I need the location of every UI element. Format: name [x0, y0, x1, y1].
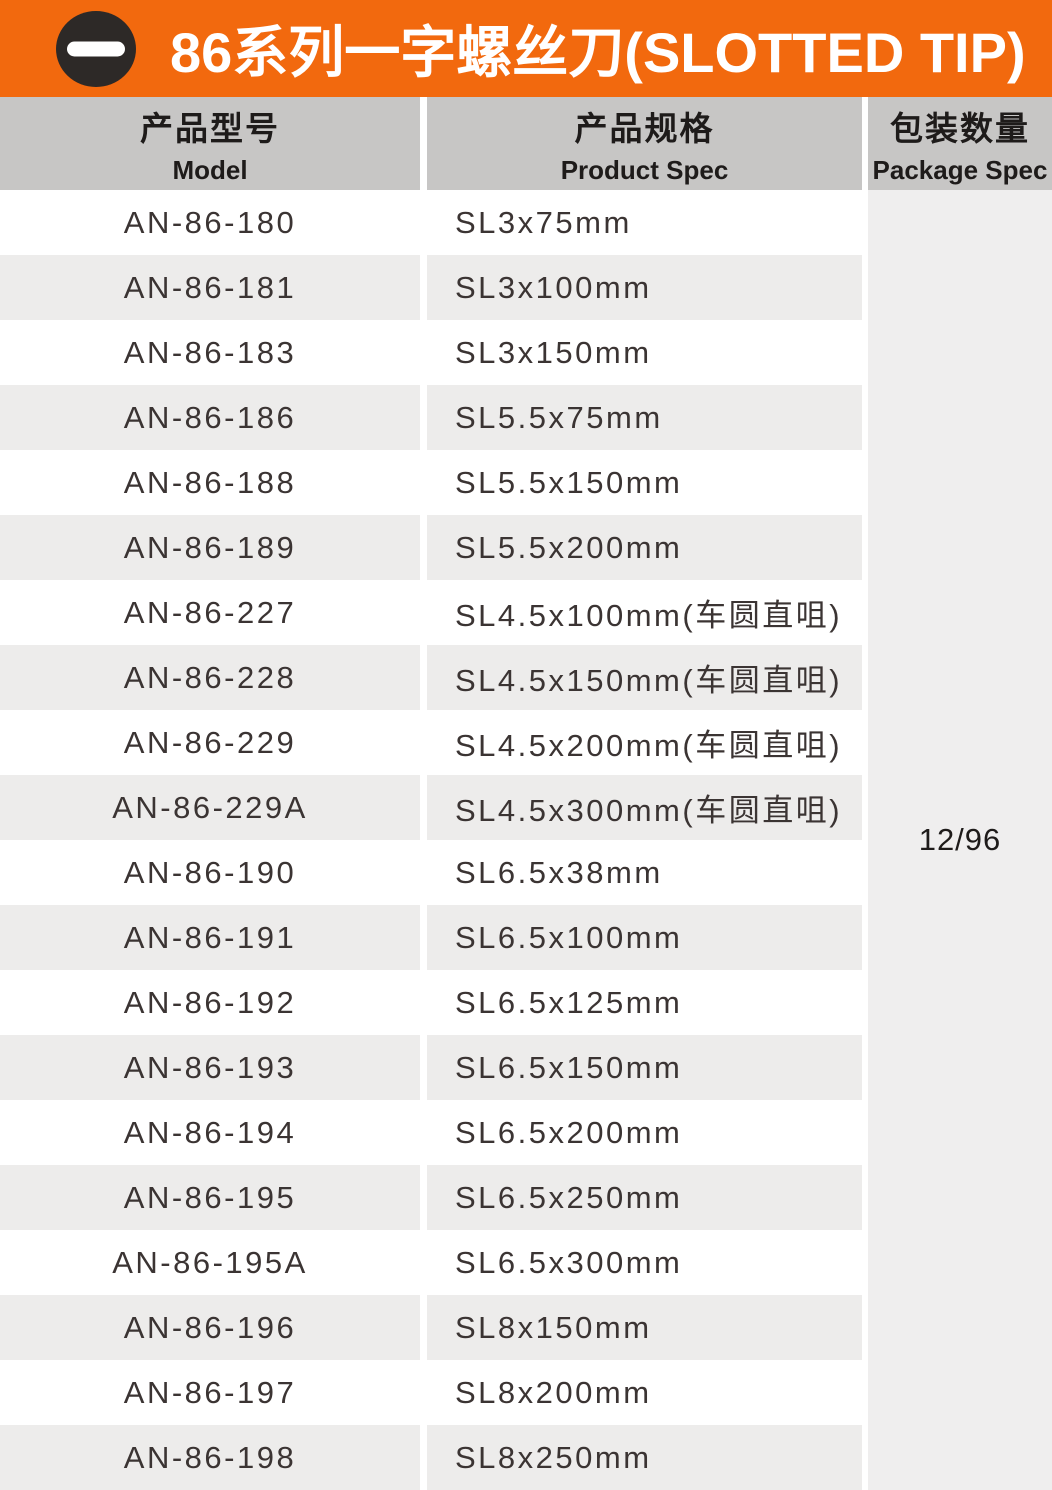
- spec-cell: SL4.5x300mm(车圆直咀): [427, 775, 862, 840]
- column-header-package: 包装数量 Package Spec: [868, 97, 1052, 190]
- spec-cell: SL4.5x100mm(车圆直咀): [427, 580, 862, 645]
- page-header: 86系列一字螺丝刀(SLOTTED TIP): [0, 0, 1052, 97]
- spec-cell: SL6.5x200mm: [427, 1100, 862, 1165]
- page-title: 86系列一字螺丝刀(SLOTTED TIP): [170, 21, 1026, 84]
- model-cell: AN-86-192: [0, 970, 420, 1035]
- spec-cell: SL3x75mm: [427, 190, 862, 255]
- spec-cell: SL6.5x125mm: [427, 970, 862, 1035]
- package-spec-cell: 12/96: [868, 190, 1052, 1490]
- spec-cell: SL5.5x150mm: [427, 450, 862, 515]
- model-cell: AN-86-196: [0, 1295, 420, 1360]
- spec-cell: SL6.5x250mm: [427, 1165, 862, 1230]
- model-cell: AN-86-180: [0, 190, 420, 255]
- model-cell: AN-86-195A: [0, 1230, 420, 1295]
- column-header-model: 产品型号 Model: [0, 97, 420, 190]
- model-cell: AN-86-198: [0, 1425, 420, 1490]
- model-cell: AN-86-229A: [0, 775, 420, 840]
- model-cell: AN-86-194: [0, 1100, 420, 1165]
- model-cell: AN-86-188: [0, 450, 420, 515]
- slot-bar: [67, 41, 125, 56]
- column-header-package-zh: 包装数量: [890, 109, 1030, 147]
- column-header-spec-zh: 产品规格: [574, 109, 715, 147]
- spec-cell: SL8x250mm: [427, 1425, 862, 1490]
- model-cell: AN-86-227: [0, 580, 420, 645]
- product-table: 产品型号 Model 产品规格 Product Spec 包装数量 Packag…: [0, 97, 1052, 1490]
- spec-cell: SL6.5x150mm: [427, 1035, 862, 1100]
- model-cell: AN-86-195: [0, 1165, 420, 1230]
- spec-cell: SL4.5x150mm(车圆直咀): [427, 645, 862, 710]
- spec-cell: SL8x200mm: [427, 1360, 862, 1425]
- column-header-spec: 产品规格 Product Spec: [427, 97, 862, 190]
- model-cell: AN-86-181: [0, 255, 420, 320]
- slotted-tip-icon: [56, 10, 136, 87]
- spec-cell: SL3x150mm: [427, 320, 862, 385]
- package-spec-value: 12/96: [918, 822, 1002, 857]
- model-cell: AN-86-229: [0, 710, 420, 775]
- model-cell: AN-86-189: [0, 515, 420, 580]
- model-cell: AN-86-193: [0, 1035, 420, 1100]
- model-cell: AN-86-197: [0, 1360, 420, 1425]
- column-header-package-en: Package Spec: [872, 154, 1048, 185]
- column-header-model-zh: 产品型号: [140, 109, 280, 147]
- spec-cell: SL6.5x100mm: [427, 905, 862, 970]
- model-cell: AN-86-190: [0, 840, 420, 905]
- spec-cell: SL6.5x300mm: [427, 1230, 862, 1295]
- model-cell: AN-86-191: [0, 905, 420, 970]
- column-header-model-en: Model: [172, 154, 248, 185]
- model-cell: AN-86-228: [0, 645, 420, 710]
- model-cell: AN-86-186: [0, 385, 420, 450]
- spec-cell: SL5.5x200mm: [427, 515, 862, 580]
- spec-cell: SL5.5x75mm: [427, 385, 862, 450]
- spec-cell: SL6.5x38mm: [427, 840, 862, 905]
- spec-cell: SL8x150mm: [427, 1295, 862, 1360]
- spec-cell: SL3x100mm: [427, 255, 862, 320]
- spec-cell: SL4.5x200mm(车圆直咀): [427, 710, 862, 775]
- model-cell: AN-86-183: [0, 320, 420, 385]
- column-header-spec-en: Product Spec: [560, 154, 729, 185]
